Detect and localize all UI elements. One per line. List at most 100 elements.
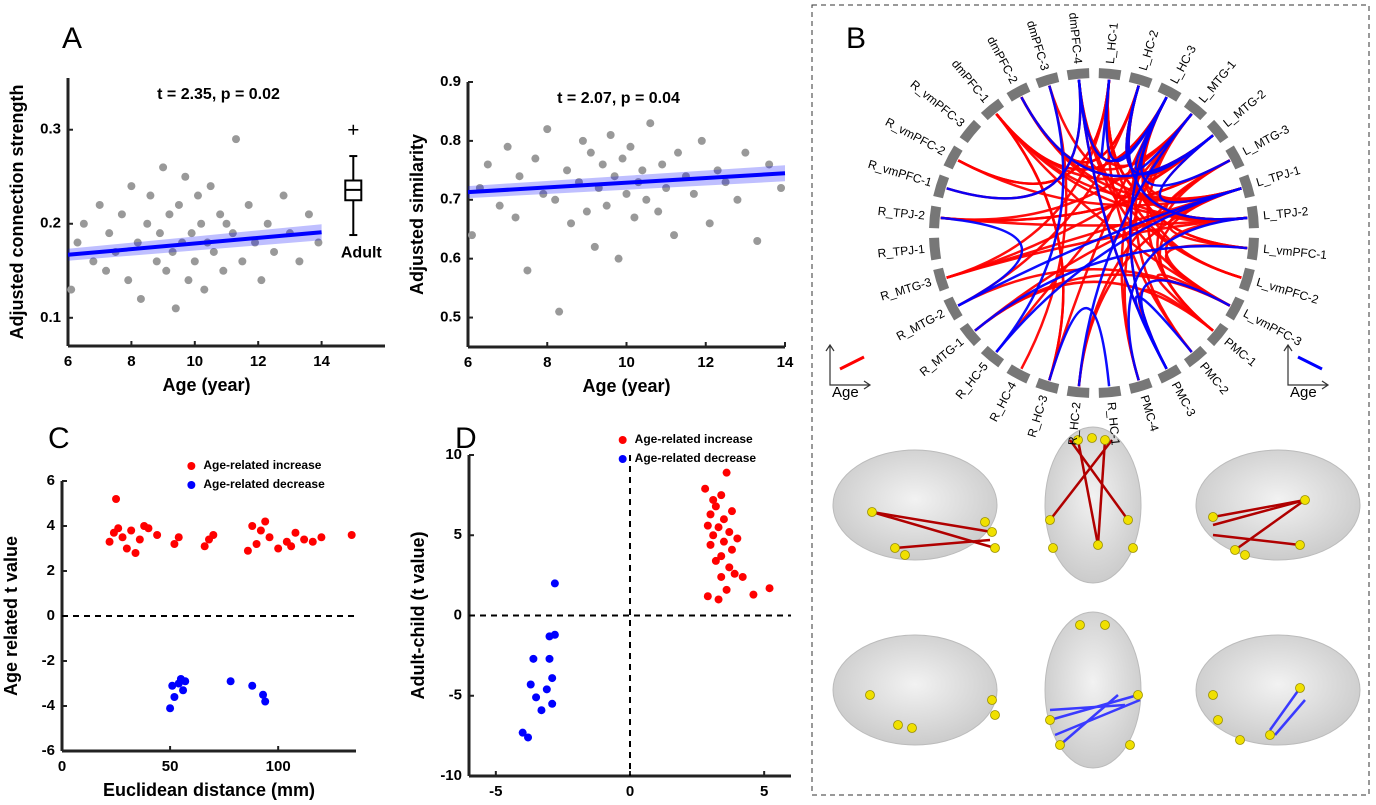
x-tick-label: 0 bbox=[626, 783, 634, 800]
point bbox=[95, 200, 104, 209]
y-tick-label: -6 bbox=[42, 742, 55, 759]
node-arc bbox=[959, 322, 982, 347]
point bbox=[725, 528, 734, 537]
node-arc bbox=[929, 237, 942, 261]
node-arc bbox=[1206, 322, 1229, 347]
trend-line bbox=[1297, 355, 1323, 371]
chart-title: t = 2.35, p = 0.02 bbox=[157, 86, 280, 103]
point bbox=[347, 531, 356, 539]
point bbox=[259, 690, 268, 699]
node-arc bbox=[1246, 237, 1259, 261]
panel-label: A bbox=[62, 22, 82, 55]
point bbox=[274, 544, 283, 553]
point bbox=[717, 572, 726, 581]
point bbox=[174, 200, 183, 209]
x-tick-label: 6 bbox=[64, 353, 72, 370]
node-arc bbox=[1183, 345, 1208, 368]
node-arc bbox=[1098, 385, 1122, 398]
x-axis-label: Age (year) bbox=[162, 375, 250, 395]
node-label: PMC-3 bbox=[1169, 379, 1199, 419]
point bbox=[261, 517, 270, 526]
chord bbox=[940, 216, 1248, 227]
trend-axes bbox=[825, 343, 872, 390]
chord bbox=[1100, 79, 1111, 158]
point bbox=[582, 207, 591, 216]
node-arc bbox=[1206, 119, 1229, 144]
point bbox=[209, 531, 218, 539]
y-axis-label: Adjusted similarity bbox=[407, 134, 427, 295]
point bbox=[295, 257, 304, 266]
point bbox=[67, 285, 76, 294]
point bbox=[127, 526, 136, 535]
point bbox=[551, 195, 560, 204]
panel-label: C bbox=[48, 422, 70, 455]
node-label: L_TPJ-1 bbox=[1254, 163, 1302, 190]
point bbox=[89, 257, 98, 266]
node-arc bbox=[1225, 296, 1245, 321]
point bbox=[590, 242, 599, 251]
point bbox=[511, 213, 520, 222]
node-arc bbox=[943, 296, 963, 321]
point bbox=[170, 540, 179, 548]
point bbox=[618, 154, 627, 163]
node-arc bbox=[1238, 174, 1255, 199]
point bbox=[135, 535, 144, 544]
y-tick-label: 0.2 bbox=[40, 215, 61, 232]
point bbox=[738, 572, 747, 581]
node-label: R_vmPFC-2 bbox=[883, 115, 948, 159]
x-tick-label: 14 bbox=[313, 353, 330, 370]
chord bbox=[1127, 216, 1248, 381]
point bbox=[483, 160, 492, 169]
point bbox=[244, 200, 253, 209]
point bbox=[532, 693, 541, 702]
chord bbox=[995, 113, 1065, 381]
point bbox=[749, 590, 758, 599]
node-label: R_HC-5 bbox=[953, 359, 992, 402]
x-tick-label: 14 bbox=[777, 354, 794, 371]
y-tick-label: 10 bbox=[445, 446, 462, 463]
outlier bbox=[348, 124, 359, 135]
point bbox=[548, 699, 557, 708]
node-label: R_TPJ-1 bbox=[877, 242, 926, 261]
point bbox=[73, 238, 82, 247]
point bbox=[222, 219, 231, 228]
point bbox=[300, 535, 309, 544]
node-label: R_HC-3 bbox=[1025, 393, 1051, 439]
point bbox=[165, 210, 174, 219]
point bbox=[184, 276, 193, 285]
point bbox=[727, 545, 736, 554]
legend-marker bbox=[618, 455, 627, 463]
node-label: L_vmPFC-2 bbox=[1255, 275, 1321, 307]
point bbox=[725, 563, 734, 572]
point bbox=[114, 524, 123, 533]
node-arc bbox=[1066, 68, 1090, 81]
y-tick-label: 0.1 bbox=[40, 309, 61, 326]
node-label: L_MTG-1 bbox=[1196, 57, 1239, 105]
x-axis-label: Age (year) bbox=[582, 376, 670, 396]
node-label: L_HC-2 bbox=[1136, 28, 1161, 72]
node-arc bbox=[1225, 145, 1245, 170]
node-arc bbox=[980, 345, 1005, 368]
x-tick-label: 8 bbox=[127, 353, 135, 370]
point bbox=[689, 189, 698, 198]
point bbox=[670, 231, 679, 240]
brain-renderings bbox=[832, 426, 1361, 769]
node-label: R_HC-4 bbox=[987, 379, 1020, 424]
node-label: dmPFC-3 bbox=[1024, 19, 1052, 73]
point bbox=[503, 142, 512, 151]
point bbox=[531, 154, 540, 163]
fit-line bbox=[467, 171, 786, 195]
point bbox=[166, 704, 175, 713]
point bbox=[741, 148, 750, 157]
point bbox=[190, 257, 199, 266]
node-arc bbox=[1098, 68, 1122, 81]
point bbox=[265, 533, 274, 542]
node-label: dmPFC-1 bbox=[949, 57, 993, 106]
chord bbox=[1127, 85, 1248, 221]
point bbox=[256, 526, 265, 535]
chord bbox=[1129, 96, 1168, 370]
point bbox=[586, 148, 595, 157]
point bbox=[105, 229, 114, 238]
node-label: L_MTG-3 bbox=[1240, 122, 1292, 158]
